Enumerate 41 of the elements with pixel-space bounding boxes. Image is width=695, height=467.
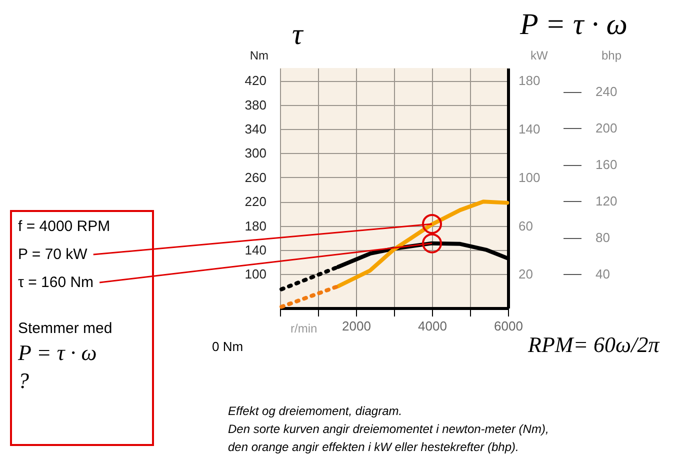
- y-tick-label: 340: [244, 122, 266, 137]
- x-axis-title: r/min: [290, 322, 318, 336]
- text: 0 Nm: [212, 339, 244, 354]
- y2-tick-label: 20: [518, 266, 533, 282]
- y-tick-label: 300: [244, 146, 266, 161]
- y3-tick-label: 80: [596, 230, 610, 246]
- text: Den sorte kurven angir dreiemomentet i newton-meter (Nm),: [228, 422, 549, 436]
- text: f = 4000 RPM: [18, 218, 110, 235]
- text: den orange angir effekten i kW eller hestekrefter (bhp).: [228, 440, 519, 454]
- text: P = τ · ω: [520, 8, 628, 42]
- y2-axis-title: kW: [530, 48, 548, 62]
- annotation: P = 70 kW: [18, 246, 88, 263]
- y-tick-label: 220: [244, 194, 266, 210]
- y3-tick-label: 200: [596, 120, 618, 136]
- y-tick-label: 380: [244, 97, 266, 112]
- x-tick-label: 6000: [494, 318, 523, 334]
- x-tick-label: 4000: [418, 318, 447, 334]
- y-tick-label: 100: [244, 266, 266, 282]
- y-axis-title: Nm: [250, 48, 268, 62]
- x-tick-label: 2000: [342, 318, 371, 334]
- line-series: [336, 200, 510, 288]
- text: P = τ · ω: [18, 340, 97, 366]
- y3-tick-label: 40: [596, 266, 610, 282]
- y3-axis-title: bhp: [602, 48, 622, 62]
- y-tick-label: 180: [244, 218, 266, 234]
- y2-tick-label: 100: [518, 170, 540, 185]
- y3-tick-label: 120: [596, 194, 618, 209]
- y3-tick-label: 240: [596, 84, 618, 100]
- text: Stemmer med: [18, 320, 112, 337]
- y-tick-label: 140: [244, 242, 266, 258]
- y-tick-label: 260: [244, 170, 266, 185]
- text: Effekt og dreiemoment, diagram.: [228, 404, 402, 418]
- annotation: τ = 160 Nm: [18, 274, 94, 291]
- y-tick-label: 420: [244, 73, 266, 88]
- y2-tick-label: 140: [518, 122, 540, 137]
- y3-tick-label: 160: [596, 157, 618, 172]
- text: RPM= 60ω/2π: [528, 332, 660, 358]
- text: ?: [18, 368, 29, 394]
- y2-tick-label: 180: [518, 73, 540, 88]
- y2-tick-label: 60: [518, 218, 533, 234]
- text: τ: [292, 18, 303, 52]
